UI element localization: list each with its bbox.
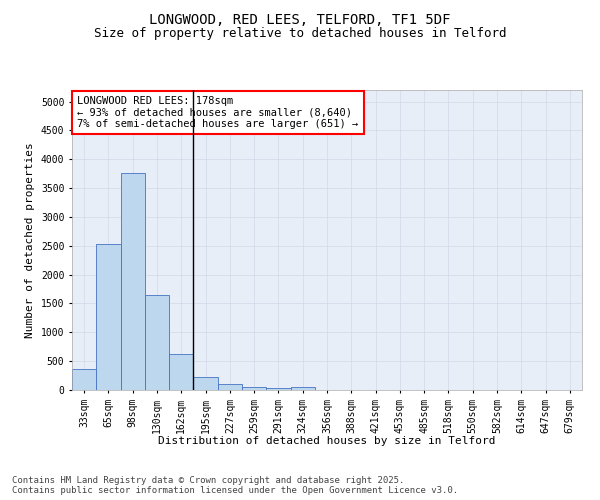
Bar xyxy=(145,295,169,390)
Bar xyxy=(169,354,193,390)
Bar xyxy=(290,387,315,390)
Bar xyxy=(266,388,290,390)
Bar xyxy=(72,368,96,390)
Y-axis label: Number of detached properties: Number of detached properties xyxy=(25,142,35,338)
Bar xyxy=(242,388,266,390)
Bar xyxy=(96,244,121,390)
X-axis label: Distribution of detached houses by size in Telford: Distribution of detached houses by size … xyxy=(158,436,496,446)
Text: Size of property relative to detached houses in Telford: Size of property relative to detached ho… xyxy=(94,28,506,40)
Text: LONGWOOD RED LEES: 178sqm
← 93% of detached houses are smaller (8,640)
7% of sem: LONGWOOD RED LEES: 178sqm ← 93% of detac… xyxy=(77,96,358,129)
Bar xyxy=(121,173,145,390)
Text: LONGWOOD, RED LEES, TELFORD, TF1 5DF: LONGWOOD, RED LEES, TELFORD, TF1 5DF xyxy=(149,12,451,26)
Text: Contains HM Land Registry data © Crown copyright and database right 2025.
Contai: Contains HM Land Registry data © Crown c… xyxy=(12,476,458,495)
Bar xyxy=(193,377,218,390)
Bar xyxy=(218,384,242,390)
